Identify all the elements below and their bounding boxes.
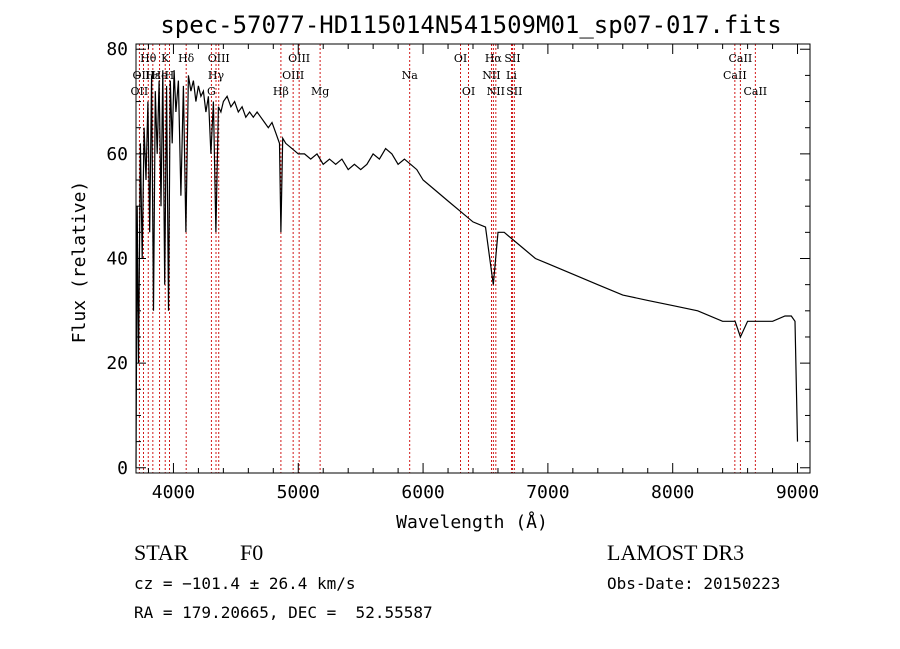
y-tick-label: 80 [106,39,128,60]
spectral-line-label: CaII [743,85,767,98]
spectral-line-label: K [161,52,170,65]
spectral-line-label: Hγ [208,69,225,82]
spectral-line-label: G [207,85,216,98]
survey-name: LAMOST DR3 [607,540,745,565]
spectral-line-label: Hθ [140,52,157,65]
spectral-line-label: Hδ [178,52,195,65]
spectral-line-label: Na [402,69,419,82]
x-axis: 4000 5000 6000 7000 8000 9000 [147,44,819,503]
spectral-line-label: NII [487,85,505,98]
spectral-line-label: SII [506,85,522,98]
x-tick-label: 5000 [277,482,320,503]
spectral-line-label: OI [462,85,475,98]
spectral-line-label: Li [506,69,517,82]
spectral-line-label: Hβ [273,85,289,98]
spectral-line-label: CaII [723,69,747,82]
spectral-line-label: OIII [208,52,230,65]
line-markers [138,44,756,473]
x-tick-label: 4000 [152,482,195,503]
y-tick-label: 0 [117,458,128,479]
obs-date: Obs-Date: 20150223 [607,574,781,593]
x-tick-label: 7000 [526,482,569,503]
spectral-line-label: Hα [485,52,503,65]
x-tick-label: 8000 [651,482,694,503]
y-tick-label: 40 [106,249,128,270]
x-tick-label: 9000 [776,482,819,503]
coordinates: RA = 179.20665, DEC = 52.55587 [134,603,433,622]
spectral-line-label: OIII [282,69,304,82]
spectral-line-label: Mg [311,85,329,98]
spectral-line-label: OIII [288,52,310,65]
spectral-line-label: OIII [132,69,154,82]
spectral-line-label: He [152,69,168,82]
line-labels: OIIHθOIIIHεHeKHHδGOIIIHγHβOIIIOIIIMgNaOI… [131,52,768,98]
y-tick-label: 20 [106,353,128,374]
spectral-line-label: OI [454,52,467,65]
spectral-line-label: NII [482,69,500,82]
spectral-line-label: OII [131,85,149,98]
spectral-line-label: H [165,69,175,82]
spectral-line-label: SII [504,52,520,65]
subclass: F0 [240,540,264,565]
y-axis: 0 20 40 60 80 [106,39,810,479]
redshift-cz: cz = −101.4 ± 26.4 km/s [134,574,356,593]
chart-title: spec-57077-HD115014N541509M01_sp07-017.f… [160,11,781,39]
spectral-line-label: Hε [145,69,161,82]
spectral-line-label: CaII [729,52,753,65]
spectrum-line [135,70,799,468]
object-type: STAR [134,540,189,565]
y-tick-label: 60 [106,144,128,165]
x-axis-label: Wavelength (Å) [396,511,548,533]
y-axis-label: Flux (relative) [69,181,90,344]
x-tick-label: 6000 [401,482,444,503]
